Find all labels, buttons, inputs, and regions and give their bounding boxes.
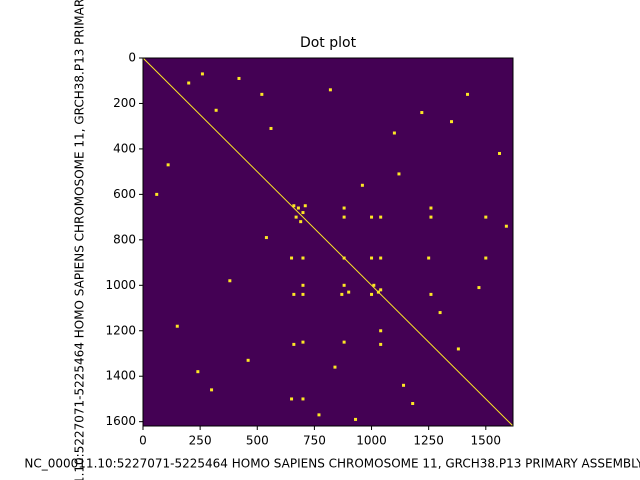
y-tick-label: 800 <box>113 232 136 246</box>
y-tick-label: 1200 <box>105 323 136 337</box>
x-tick-label: 0 <box>139 434 147 448</box>
dot <box>260 92 264 96</box>
dot <box>301 397 305 401</box>
dot <box>175 324 179 328</box>
dot <box>328 88 332 92</box>
dot <box>301 211 305 215</box>
dot <box>370 256 374 260</box>
dot <box>269 126 273 130</box>
dot <box>420 111 424 115</box>
dot <box>299 220 303 224</box>
dot <box>342 215 346 219</box>
dot <box>429 215 433 219</box>
dot <box>294 215 298 219</box>
dot <box>402 383 406 387</box>
dot <box>155 192 159 196</box>
plot-frame <box>142 57 514 427</box>
dot <box>301 292 305 296</box>
dot <box>379 215 383 219</box>
dot <box>264 236 268 240</box>
dot <box>360 183 364 187</box>
dot <box>376 290 380 294</box>
dot <box>333 365 337 369</box>
dot <box>292 292 296 296</box>
dot <box>456 347 460 351</box>
y-tick-label: 1000 <box>105 278 136 292</box>
x-tick-label: 1500 <box>471 434 502 448</box>
dot <box>411 401 415 405</box>
dot <box>301 256 305 260</box>
dot <box>196 370 200 374</box>
dot <box>429 292 433 296</box>
dot <box>379 342 383 346</box>
dot <box>379 256 383 260</box>
dot <box>427 256 431 260</box>
dot <box>301 283 305 287</box>
x-tick-label: 750 <box>303 434 326 448</box>
dot <box>292 342 296 346</box>
y-tick-label: 1600 <box>105 414 136 428</box>
dot <box>187 81 191 85</box>
dot <box>292 204 296 208</box>
dot <box>429 206 433 210</box>
dot <box>340 292 344 296</box>
dot <box>342 206 346 210</box>
dot <box>228 279 232 283</box>
chart-title: Dot plot <box>300 35 357 51</box>
dot <box>303 204 307 208</box>
x-axis-label: NC_000011.10:5227071-5225464 HOMO SAPIEN… <box>24 457 640 471</box>
x-tick-label: 1000 <box>356 434 387 448</box>
dot <box>347 290 351 294</box>
dot <box>342 283 346 287</box>
dot <box>200 72 204 76</box>
diagonal-line <box>142 57 514 427</box>
dot <box>214 108 218 112</box>
dot <box>392 131 396 135</box>
dot <box>438 311 442 315</box>
dot <box>370 292 374 296</box>
dot <box>484 215 488 219</box>
dot <box>166 163 170 167</box>
dot <box>372 283 376 287</box>
y-tick-label: 400 <box>113 141 136 155</box>
dot <box>484 256 488 260</box>
dot <box>504 224 508 228</box>
dot <box>301 340 305 344</box>
dot <box>290 256 294 260</box>
y-tick-label: 600 <box>113 187 136 201</box>
y-tick-label: 1400 <box>105 369 136 383</box>
dot <box>466 92 470 96</box>
dot <box>317 413 321 417</box>
x-tick-label: 1250 <box>413 434 444 448</box>
dot <box>354 417 358 421</box>
dot <box>379 329 383 333</box>
dot <box>342 256 346 260</box>
y-axis-label: NC_000011.10:5227071-5225464 HOMO SAPIEN… <box>73 0 87 480</box>
dot <box>342 340 346 344</box>
dot <box>397 172 401 176</box>
dot <box>246 358 250 362</box>
y-tick-label: 0 <box>128 51 136 65</box>
x-tick-label: 250 <box>189 434 212 448</box>
dot <box>296 206 300 210</box>
dot <box>379 288 383 292</box>
dot <box>477 286 481 290</box>
y-tick-label: 200 <box>113 96 136 110</box>
dot <box>498 151 502 155</box>
dot <box>290 397 294 401</box>
dot <box>450 120 454 124</box>
dot <box>237 76 241 80</box>
dot <box>210 388 214 392</box>
dot <box>370 215 374 219</box>
x-tick-label: 500 <box>246 434 269 448</box>
